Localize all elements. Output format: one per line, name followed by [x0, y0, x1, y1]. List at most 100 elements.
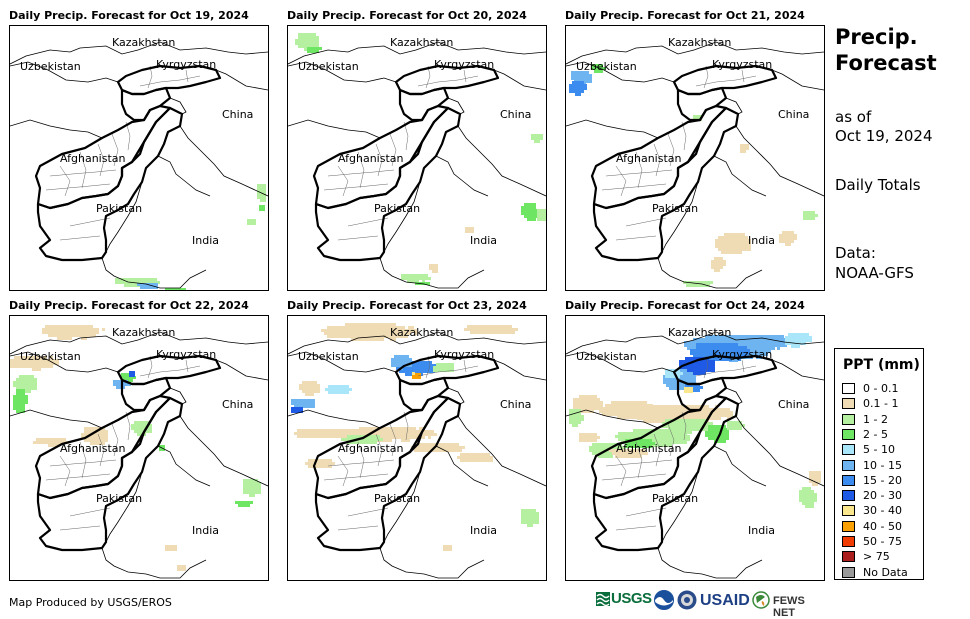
precip-cell — [393, 329, 396, 332]
precip-cell — [585, 439, 588, 442]
precip-cell — [685, 366, 688, 369]
precip-cell — [331, 388, 334, 391]
precip-cell — [344, 433, 347, 436]
precip-cell — [140, 424, 143, 427]
precip-cell — [723, 358, 726, 361]
precip-cell — [124, 373, 127, 376]
precip-cell — [744, 341, 747, 344]
precip-cell — [658, 414, 661, 417]
precip-cell — [569, 409, 572, 412]
precip-cell — [143, 427, 146, 430]
precip-cell — [389, 439, 392, 442]
precip-cell — [614, 407, 617, 410]
precip-cell — [19, 401, 22, 404]
precip-cell — [297, 402, 300, 405]
precip-cell — [397, 361, 400, 364]
precip-cell — [691, 357, 694, 360]
precip-cell — [809, 217, 812, 220]
country-border — [10, 351, 119, 373]
precip-cell — [676, 405, 679, 408]
precip-cell — [691, 417, 694, 420]
precip-cell — [576, 407, 579, 410]
precip-cell — [738, 344, 741, 347]
precip-cell — [733, 427, 736, 430]
precip-cell — [678, 441, 681, 444]
precip-cell — [600, 64, 603, 67]
precip-cell — [679, 411, 682, 414]
precip-cell — [805, 496, 808, 499]
precip-cell — [697, 386, 700, 389]
legend-swatch — [842, 428, 855, 440]
precip-cell — [690, 349, 693, 352]
precip-cell — [785, 339, 788, 342]
precip-cell — [533, 521, 536, 524]
precip-cell — [724, 233, 727, 236]
precip-cell — [696, 352, 699, 355]
precip-cell — [472, 456, 475, 459]
precip-cell — [446, 545, 449, 548]
province-border — [615, 165, 627, 197]
precip-cell — [509, 331, 512, 334]
precip-cell — [362, 430, 365, 433]
precip-cell — [724, 242, 727, 245]
precip-cell — [717, 425, 720, 428]
precip-cell — [666, 384, 669, 387]
country-border — [435, 445, 489, 487]
precip-cell — [684, 387, 687, 390]
province-border — [357, 151, 365, 189]
precip-cell — [53, 359, 56, 362]
precip-cell — [506, 331, 509, 334]
precip-cell — [636, 432, 639, 435]
precip-cell — [724, 411, 727, 414]
precip-cell — [611, 410, 614, 413]
precip-cell — [177, 565, 180, 568]
precip-cell — [405, 332, 408, 335]
precip-cell — [312, 399, 315, 402]
precip-cell — [697, 417, 700, 420]
precip-cell — [571, 74, 574, 77]
precip-cell — [673, 408, 676, 411]
precip-cell — [359, 435, 362, 438]
precip-cell — [788, 243, 791, 246]
precip-cell — [308, 462, 311, 465]
precip-cell — [96, 436, 99, 439]
precip-cell — [643, 411, 646, 414]
province-border — [59, 235, 101, 241]
precip-cell — [324, 435, 327, 438]
precip-cell — [689, 284, 692, 287]
precip-cell — [530, 515, 533, 518]
precip-cell — [732, 343, 735, 346]
precip-cell — [506, 325, 509, 328]
precip-cell — [20, 362, 23, 365]
precip-cell — [712, 363, 715, 366]
precip-cell — [313, 45, 316, 48]
precip-cell — [87, 331, 90, 334]
precip-cell — [405, 370, 408, 373]
precip-cell — [381, 326, 384, 329]
country-border — [179, 125, 268, 197]
precip-cell — [75, 334, 78, 337]
precip-cell — [597, 67, 600, 70]
precip-cell — [664, 417, 667, 420]
precip-cell — [90, 442, 93, 445]
precip-cell — [598, 443, 601, 446]
precip-cell — [711, 266, 714, 269]
precip-cell — [672, 387, 675, 390]
precip-cell — [763, 338, 766, 341]
country-border — [105, 471, 143, 543]
precip-cell — [623, 407, 626, 410]
precip-cell — [661, 417, 664, 420]
precip-cell — [730, 414, 733, 417]
legend-item: 2 - 5 — [842, 427, 888, 442]
precip-cell — [148, 278, 151, 281]
precip-cell — [681, 387, 684, 390]
label-china: China — [778, 398, 809, 411]
precip-cell — [718, 417, 721, 420]
precip-cell — [594, 404, 597, 407]
precip-cell — [591, 404, 594, 407]
precip-cell — [718, 242, 721, 245]
precip-cell — [298, 36, 301, 39]
precip-cell — [336, 332, 339, 335]
precip-cell — [294, 399, 297, 402]
